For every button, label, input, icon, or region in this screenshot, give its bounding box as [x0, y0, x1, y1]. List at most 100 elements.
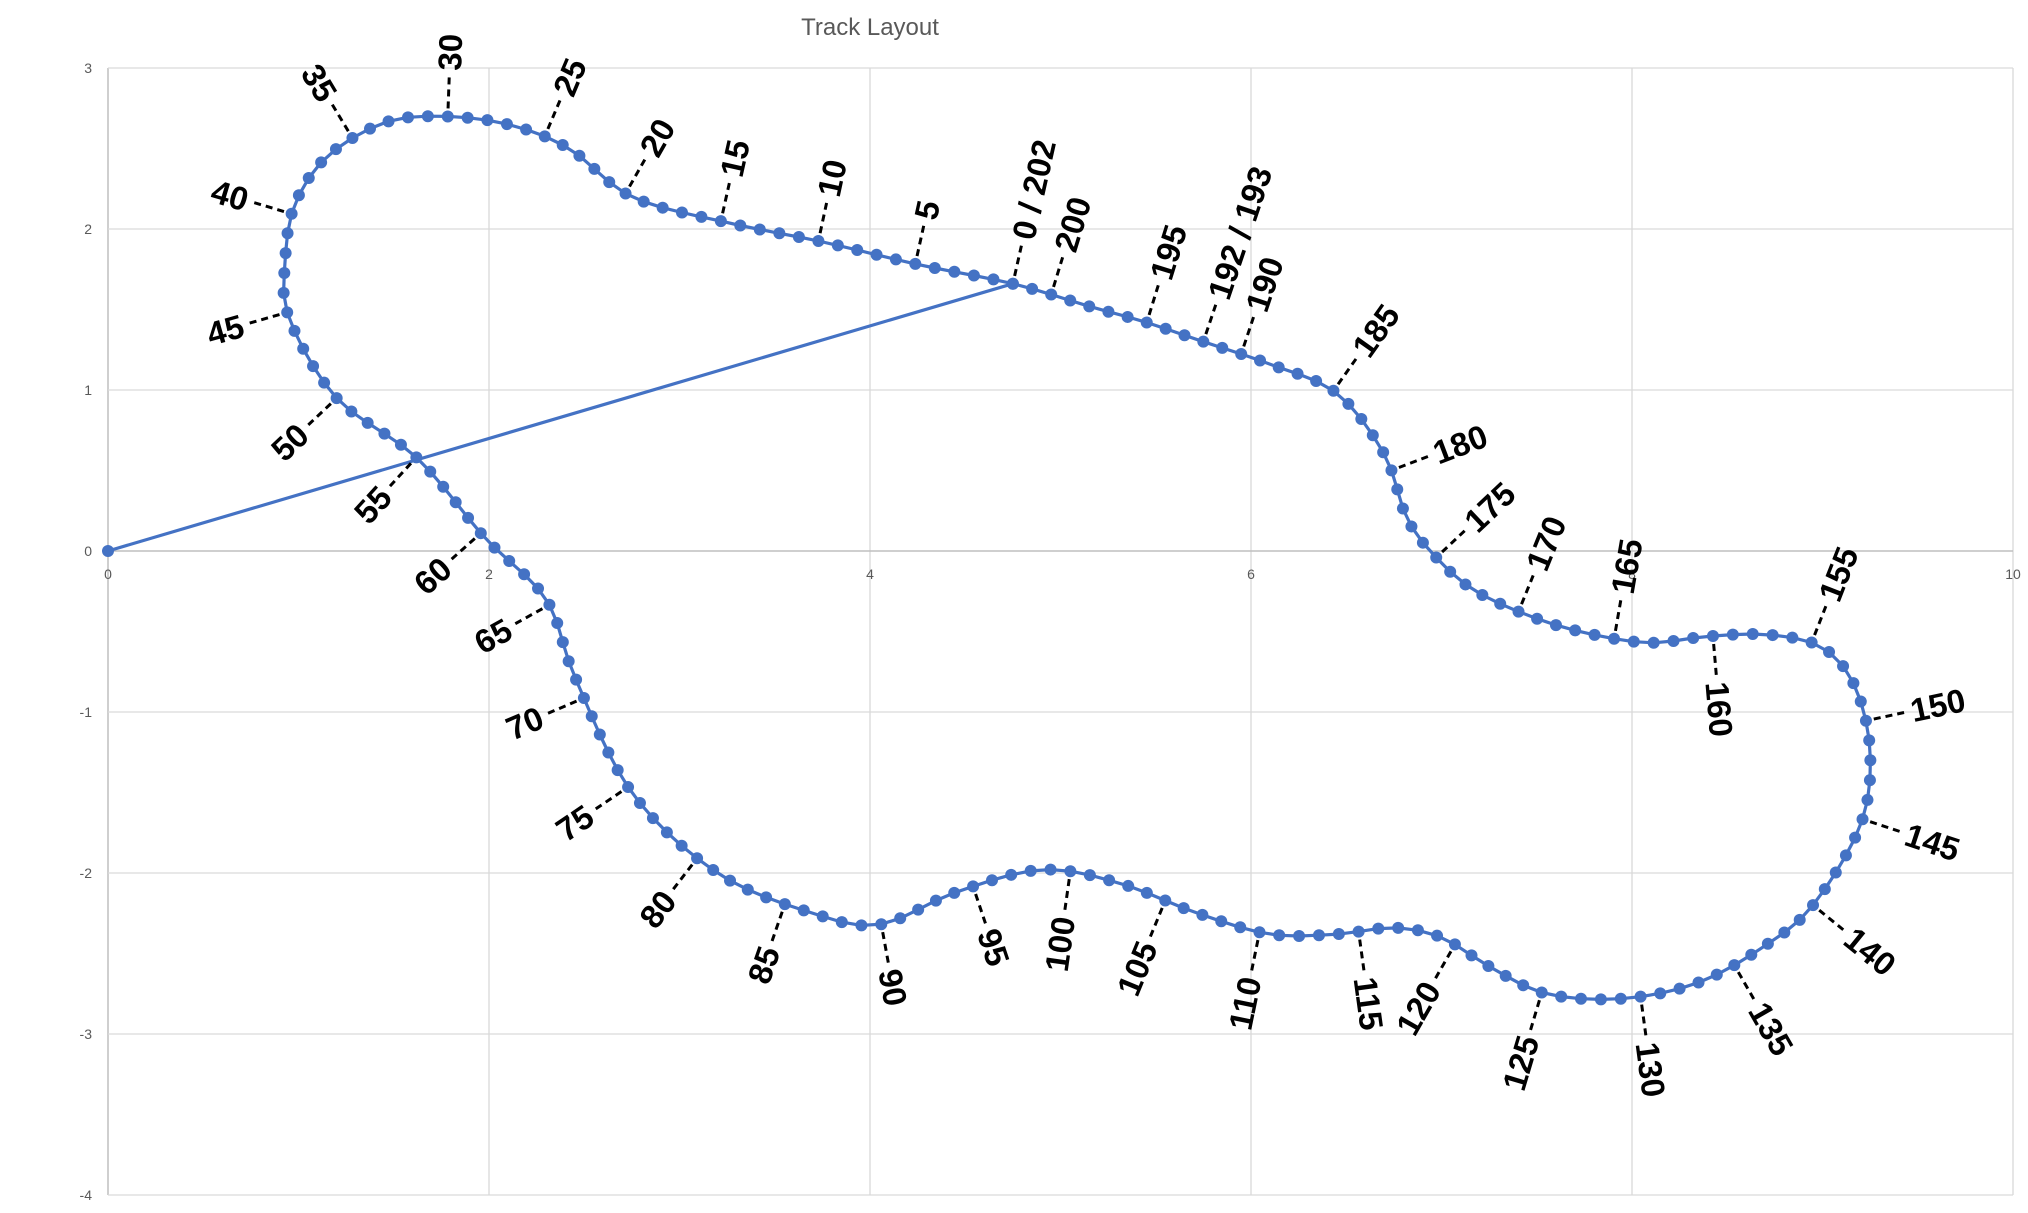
- track-point: [410, 451, 423, 464]
- label-leader-line: [1712, 643, 1718, 676]
- track-point: [1847, 677, 1860, 690]
- track-point: [1829, 866, 1842, 879]
- track-point: [302, 172, 315, 185]
- x-tick-label: 4: [866, 566, 874, 582]
- point-label: 45: [203, 307, 248, 353]
- label-leader-line: [446, 76, 451, 109]
- track-point: [361, 416, 374, 429]
- track-point: [1293, 929, 1306, 942]
- point-label: 140: [1837, 920, 1903, 983]
- track-point: [551, 617, 564, 630]
- track-point: [1710, 968, 1723, 981]
- track-point: [363, 122, 376, 135]
- track-point: [1535, 986, 1548, 999]
- label-leader-line: [1873, 710, 1906, 721]
- label-leader-line: [1358, 939, 1366, 972]
- track-point: [520, 123, 533, 136]
- label-leader-line: [1737, 971, 1756, 1001]
- point-label: 90: [871, 966, 914, 1009]
- track-point: [1494, 597, 1507, 610]
- track-point: [812, 235, 825, 248]
- point-label: 115: [1347, 975, 1391, 1033]
- track-point: [894, 912, 907, 925]
- track-point: [462, 511, 475, 524]
- track-point: [792, 231, 805, 244]
- track-point: [1634, 990, 1647, 1003]
- track-point: [394, 438, 407, 451]
- track-point: [1692, 976, 1705, 989]
- track-point: [1310, 375, 1323, 388]
- track-point: [831, 239, 844, 252]
- point-label: 95: [970, 924, 1017, 971]
- track-point: [1377, 446, 1390, 459]
- track-point: [1854, 695, 1867, 708]
- point-label: 70: [501, 699, 549, 747]
- label-leader-line: [1813, 604, 1828, 636]
- track-point: [292, 189, 305, 202]
- track-point: [816, 910, 829, 923]
- point-label: 20: [632, 112, 682, 162]
- track-point: [875, 918, 888, 931]
- track-point: [1569, 624, 1582, 637]
- track-point: [622, 781, 635, 794]
- track-point: [1627, 635, 1640, 648]
- label-leader-line: [671, 863, 694, 891]
- track-point: [734, 219, 747, 232]
- point-label: 160: [1698, 680, 1740, 738]
- label-leader-line: [546, 699, 578, 716]
- point-label: 185: [1345, 298, 1407, 364]
- point-label: 100: [1038, 914, 1082, 974]
- point-label: 150: [1907, 681, 1969, 729]
- track-point: [278, 266, 291, 279]
- point-label: 120: [1389, 975, 1448, 1041]
- track-point: [1614, 992, 1627, 1005]
- track-point: [573, 149, 586, 162]
- track-point: [1372, 922, 1385, 935]
- point-label: 105: [1110, 936, 1165, 1001]
- track-point: [1216, 341, 1229, 354]
- track-point: [1517, 979, 1530, 992]
- x-tick-label: 6: [1247, 566, 1255, 582]
- track-point: [1448, 938, 1461, 951]
- track-point: [1482, 959, 1495, 972]
- track-point: [1706, 629, 1719, 642]
- track-point: [1396, 502, 1409, 515]
- track-point: [1647, 636, 1660, 649]
- track-point: [382, 115, 395, 128]
- label-leader-line: [1398, 454, 1430, 469]
- track-point: [500, 118, 513, 131]
- track-point: [1807, 899, 1820, 912]
- track-point: [1064, 865, 1077, 878]
- track-point: [1159, 322, 1172, 335]
- track-point: [1391, 483, 1404, 496]
- track-point: [1863, 774, 1876, 787]
- track-point: [1654, 987, 1667, 1000]
- track-point: [570, 673, 583, 686]
- track-point: [1159, 894, 1172, 907]
- track-point: [481, 114, 494, 127]
- point-label: 130: [1629, 1040, 1673, 1100]
- track-point: [1411, 924, 1424, 937]
- point-label: 35: [294, 58, 345, 109]
- label-leader-line: [721, 181, 732, 214]
- track-point: [987, 273, 1000, 286]
- track-point: [948, 265, 961, 278]
- x-tick-label: 10: [2005, 566, 2021, 582]
- track-point: [585, 710, 598, 723]
- label-leader-line: [770, 911, 784, 943]
- point-label: 65: [468, 611, 518, 661]
- track-point: [562, 655, 575, 668]
- track-point: [967, 269, 980, 282]
- track-point: [330, 392, 343, 405]
- label-leader-line: [1336, 357, 1358, 386]
- track-point: [948, 886, 961, 899]
- label-leader-line: [1052, 255, 1065, 288]
- track-point: [1728, 959, 1741, 972]
- track-point: [707, 863, 720, 876]
- track-point: [1140, 886, 1153, 899]
- track-point: [1594, 993, 1607, 1006]
- label-leader-line: [594, 790, 623, 811]
- track-point: [1786, 631, 1799, 644]
- track-point: [1196, 908, 1209, 921]
